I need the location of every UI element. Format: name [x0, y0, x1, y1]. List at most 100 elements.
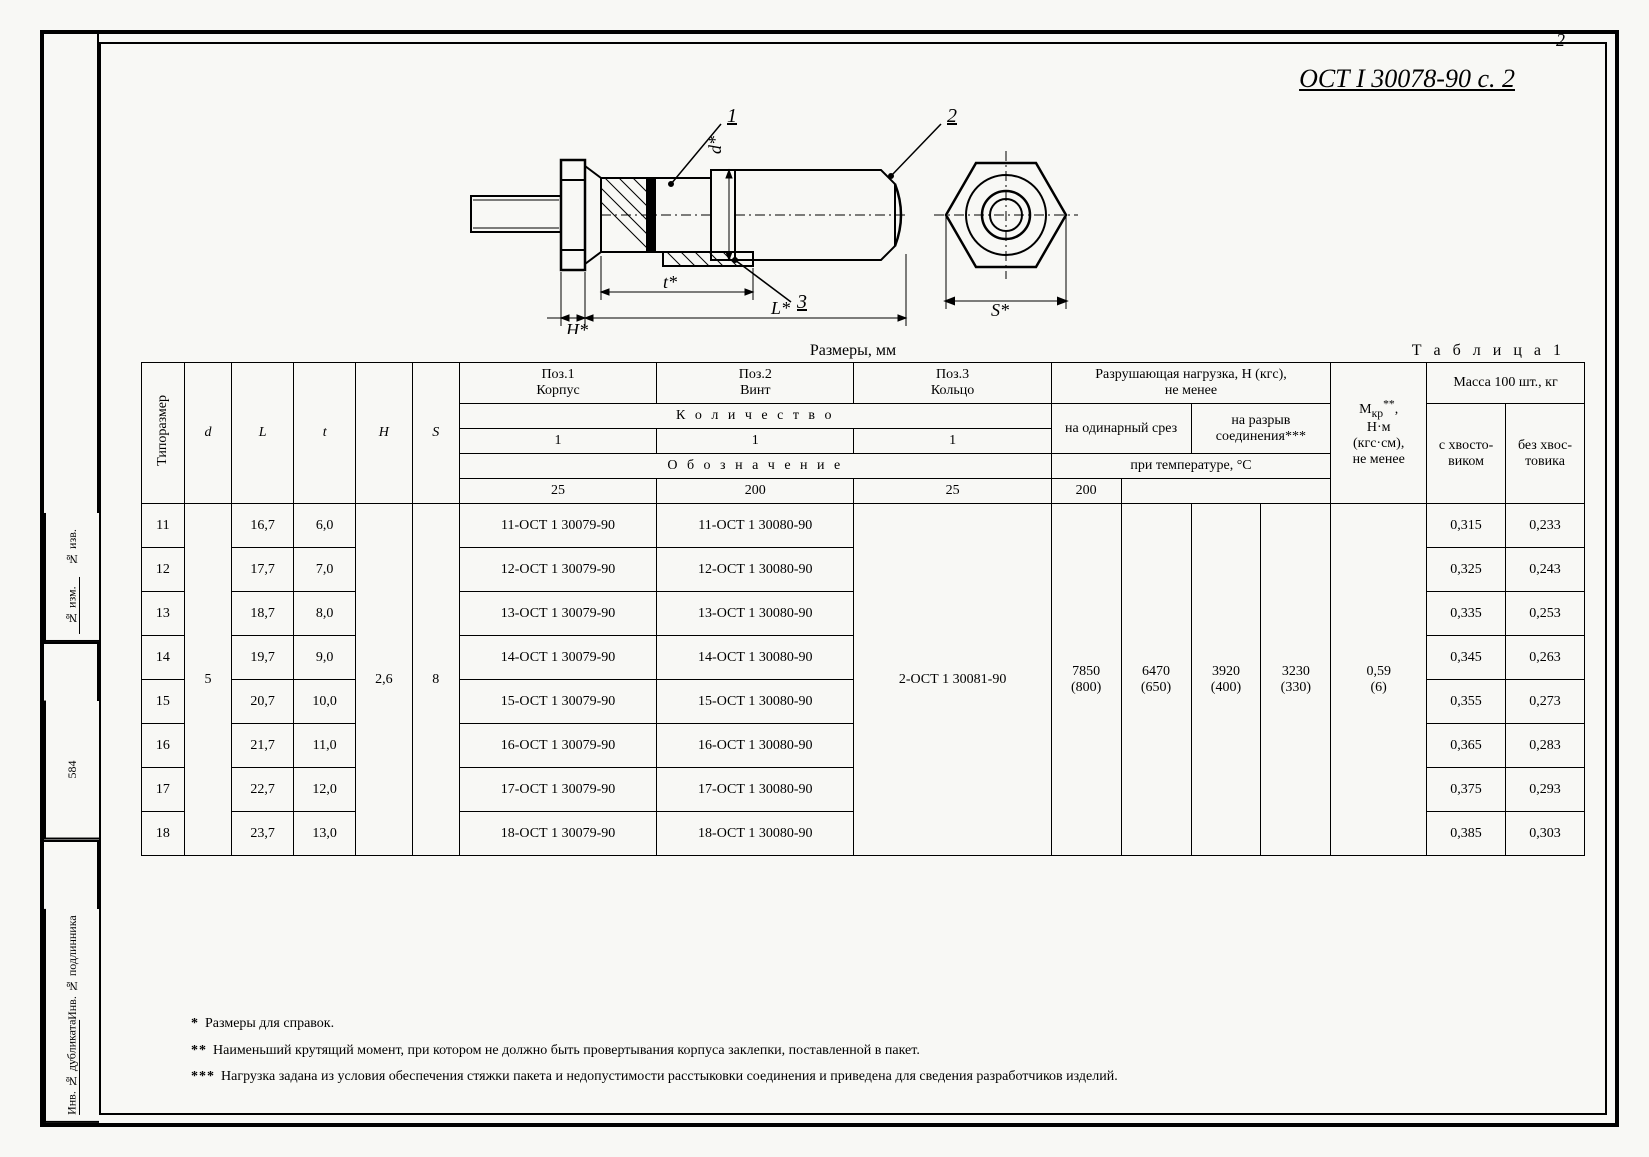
cell-typesize: 16: [142, 724, 185, 768]
cell-pos2: 17-ОСТ 1 30080-90: [657, 768, 854, 812]
cell-pos1: 11-ОСТ 1 30079-90: [459, 504, 656, 548]
document-code: ОСТ I 30078-90 с. 2: [1299, 64, 1515, 94]
th-with-shank: с хвосто-виком: [1427, 404, 1506, 504]
table-body: 11516,76,02,6811-ОСТ 1 30079-9011-ОСТ 1 …: [142, 504, 1585, 856]
cell-t: 11,0: [294, 724, 356, 768]
main-table: Типоразмер d L t H S Поз.1Корпус Поз.2Ви…: [141, 362, 1585, 856]
cell-L: 19,7: [232, 636, 294, 680]
cell-typesize: 18: [142, 812, 185, 856]
th-mass: Масса 100 шт., кг: [1427, 363, 1585, 404]
cell-S: 8: [412, 504, 459, 856]
left-cell-dublikat: Инв. № дубликата: [65, 1020, 81, 1115]
table-row: 11516,76,02,6811-ОСТ 1 30079-9011-ОСТ 1 …: [142, 504, 1585, 548]
cell-t: 8,0: [294, 592, 356, 636]
cell-pos2: 11-ОСТ 1 30080-90: [657, 504, 854, 548]
th-H: H: [379, 425, 389, 440]
th-pos1-bot: Корпус: [536, 383, 579, 398]
th-pos3-bot: Кольцо: [931, 383, 974, 398]
cell-mass-without: 0,293: [1506, 768, 1585, 812]
cell-mass-without: 0,283: [1506, 724, 1585, 768]
th-mkp: Мкр**, Н·м (кгс·см), не менее: [1331, 363, 1427, 504]
cell-H: 2,6: [356, 504, 412, 856]
cell-t: 7,0: [294, 548, 356, 592]
cell-pos1: 15-ОСТ 1 30079-90: [459, 680, 656, 724]
cell-d: 5: [184, 504, 231, 856]
cell-pos1: 13-ОСТ 1 30079-90: [459, 592, 656, 636]
th-shear: на одинарный срез: [1051, 404, 1191, 454]
note3-ast: ***: [191, 1069, 221, 1084]
cell-t: 12,0: [294, 768, 356, 812]
cell-L: 21,7: [232, 724, 294, 768]
note1-ast: *: [191, 1016, 205, 1031]
dim-H-label: H*: [565, 320, 588, 334]
th-desig: О б о з н а ч е н и е: [459, 454, 1051, 479]
cell-L: 22,7: [232, 768, 294, 812]
dimensions-caption: Размеры, мм: [810, 342, 896, 360]
callout-1: 1: [727, 105, 737, 127]
cell-mass-with: 0,335: [1427, 592, 1506, 636]
cell-typesize: 15: [142, 680, 185, 724]
cell-load-shear-25: 7850(800): [1051, 504, 1121, 856]
callout-2: 2: [947, 105, 957, 127]
cell-mass-with: 0,375: [1427, 768, 1506, 812]
th-pos2-bot: Винт: [740, 383, 770, 398]
footnotes: *Размеры для справок. **Наименьший крутя…: [191, 1011, 1565, 1091]
cell-mass-with: 0,385: [1427, 812, 1506, 856]
note1-text: Размеры для справок.: [205, 1016, 334, 1031]
cell-t: 6,0: [294, 504, 356, 548]
cell-L: 20,7: [232, 680, 294, 724]
cell-load-shear-200: 6470(650): [1121, 504, 1191, 856]
th-temp-shear-25: 25: [459, 479, 656, 504]
th-L: L: [259, 425, 267, 440]
cell-mass-without: 0,233: [1506, 504, 1585, 548]
th-d: d: [205, 425, 212, 440]
dim-S-label: S*: [991, 300, 1009, 320]
dim-t-label: t*: [663, 272, 677, 292]
th-temp-tension-200: 200: [1051, 479, 1121, 504]
cell-mass-without: 0,273: [1506, 680, 1585, 724]
left-titleblock-strip: № изм. № изв. 584 Инв. № дубликата Инв. …: [44, 34, 99, 1123]
th-temp-shear-200: 200: [657, 479, 854, 504]
cell-mkp: 0,59(6): [1331, 504, 1427, 856]
cell-pos3: 2-ОСТ 1 30081-90: [854, 504, 1051, 856]
cell-mass-without: 0,263: [1506, 636, 1585, 680]
cell-typesize: 17: [142, 768, 185, 812]
th-without-shank: без хвос-товика: [1506, 404, 1585, 504]
th-pos2-top: Поз.2: [739, 367, 772, 382]
cell-load-tension-200: 3230(330): [1261, 504, 1331, 856]
note3-text: Нагрузка задана из условия обеспечения с…: [221, 1069, 1118, 1084]
left-cell-number: 584: [44, 701, 99, 840]
cell-L: 23,7: [232, 812, 294, 856]
inner-frame: ОСТ I 30078-90 с. 2: [99, 42, 1607, 1115]
cell-L: 16,7: [232, 504, 294, 548]
th-t: t: [323, 425, 327, 440]
cell-typesize: 11: [142, 504, 185, 548]
technical-drawing: 1 2 3 d* H* t* L* S*: [451, 104, 1151, 334]
cell-pos1: 12-ОСТ 1 30079-90: [459, 548, 656, 592]
cell-t: 9,0: [294, 636, 356, 680]
cell-pos2: 12-ОСТ 1 30080-90: [657, 548, 854, 592]
cell-pos1: 18-ОСТ 1 30079-90: [459, 812, 656, 856]
cell-typesize: 12: [142, 548, 185, 592]
sheet-outer-frame: 2 № изм. № изв. 584 Инв. № дубликата Инв…: [40, 30, 1619, 1127]
cell-t: 13,0: [294, 812, 356, 856]
cell-mass-without: 0,303: [1506, 812, 1585, 856]
cell-mass-with: 0,365: [1427, 724, 1506, 768]
cell-pos2: 16-ОСТ 1 30080-90: [657, 724, 854, 768]
cell-t: 10,0: [294, 680, 356, 724]
cell-mass-with: 0,345: [1427, 636, 1506, 680]
note2-ast: **: [191, 1043, 213, 1058]
cell-typesize: 13: [142, 592, 185, 636]
cell-mass-without: 0,253: [1506, 592, 1585, 636]
cell-pos1: 16-ОСТ 1 30079-90: [459, 724, 656, 768]
cell-mass-with: 0,315: [1427, 504, 1506, 548]
dim-d-label: d*: [705, 136, 725, 154]
left-cell-izm-a: № изм.: [65, 577, 81, 634]
cell-pos1: 17-ОСТ 1 30079-90: [459, 768, 656, 812]
left-cell-izm-b: № изв.: [65, 519, 80, 576]
cell-mass-with: 0,355: [1427, 680, 1506, 724]
th-temp-tension-25: 25: [854, 479, 1051, 504]
th-load-title: Разрушающая нагрузка, Н (кгс), не менее: [1051, 363, 1331, 404]
cell-typesize: 14: [142, 636, 185, 680]
th-S: S: [432, 425, 439, 440]
